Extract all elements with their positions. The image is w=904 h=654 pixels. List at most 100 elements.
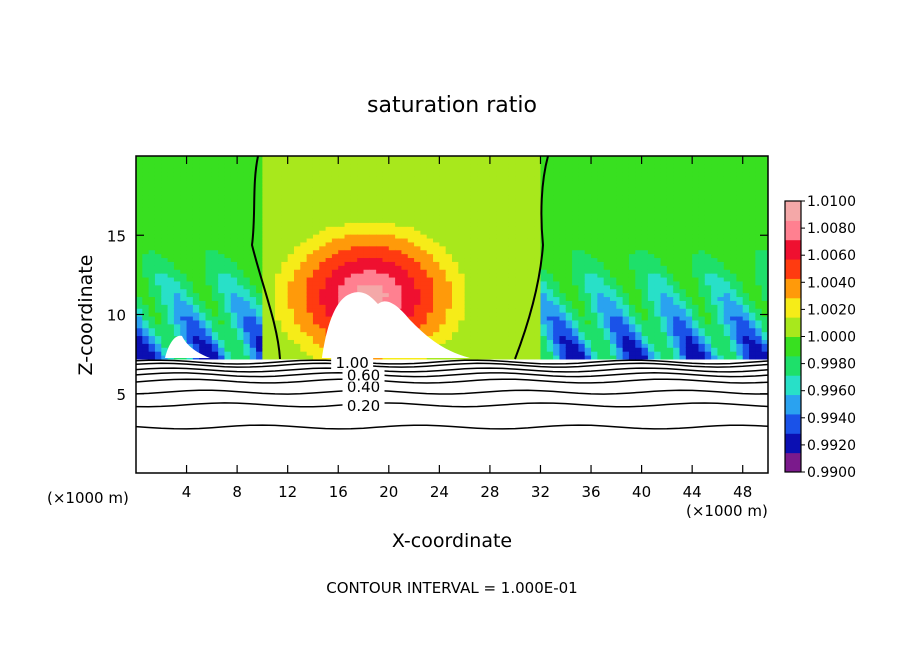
heatmap-cell	[496, 312, 504, 317]
heatmap-cell	[243, 226, 251, 231]
heatmap-cell	[470, 253, 478, 259]
heatmap-cell	[704, 198, 712, 204]
heatmap-cell	[470, 273, 478, 278]
heatmap-cell	[515, 284, 523, 290]
heatmap-cell	[224, 191, 232, 196]
heatmap-cell	[666, 167, 674, 173]
heatmap-cell	[591, 210, 598, 216]
heatmap-cell	[275, 288, 282, 294]
heatmap-cell	[647, 183, 655, 188]
heatmap-cell	[161, 226, 169, 231]
heatmap-cell	[723, 222, 731, 227]
heatmap-cell	[312, 339, 320, 344]
heatmap-cell	[445, 335, 453, 340]
heatmap-cell	[452, 288, 459, 294]
heatmap-cell	[186, 218, 194, 223]
heatmap-cell	[230, 156, 238, 161]
heatmap-cell	[287, 265, 295, 270]
heatmap-cell	[508, 315, 516, 321]
heatmap-cell	[483, 292, 491, 298]
heatmap-cell	[369, 276, 377, 282]
heatmap-cell	[572, 276, 579, 282]
heatmap-cell	[136, 308, 143, 313]
heatmap-cell	[312, 218, 320, 223]
heatmap-cell	[711, 175, 719, 181]
heatmap-cell	[161, 354, 169, 360]
heatmap-cell	[553, 292, 561, 298]
heatmap-cell	[199, 183, 207, 188]
heatmap-cell	[565, 315, 573, 321]
heatmap-cell	[559, 226, 567, 231]
heatmap-cell	[470, 351, 478, 356]
heatmap-cell	[584, 241, 592, 247]
heatmap-cell	[647, 276, 655, 282]
heatmap-cell	[464, 354, 472, 360]
heatmap-cell	[470, 210, 478, 216]
heatmap-cell	[458, 343, 466, 348]
heatmap-cell	[489, 214, 497, 220]
heatmap-cell	[578, 284, 586, 290]
heatmap-cell	[704, 269, 712, 274]
heatmap-cell	[306, 253, 314, 259]
heatmap-cell	[148, 269, 156, 274]
heatmap-cell	[603, 331, 611, 337]
heatmap-cell	[281, 339, 289, 344]
heatmap-cell	[369, 175, 377, 181]
heatmap-cell	[312, 354, 320, 360]
heatmap-cell	[496, 269, 504, 274]
heatmap-cell	[572, 230, 579, 235]
heatmap-cell	[666, 230, 674, 235]
heatmap-cell	[660, 195, 668, 200]
heatmap-cell	[489, 269, 497, 274]
heatmap-cell	[211, 202, 219, 208]
heatmap-cell	[173, 206, 181, 212]
heatmap-cell	[275, 195, 282, 200]
heatmap-cell	[211, 265, 219, 270]
heatmap-cell	[508, 195, 516, 200]
heatmap-cell	[673, 159, 681, 165]
heatmap-cell	[136, 280, 143, 286]
heatmap-cell	[180, 175, 188, 181]
heatmap-cell	[306, 269, 314, 274]
heatmap-cell	[477, 273, 485, 278]
heatmap-cell	[673, 312, 681, 317]
heatmap-cell	[616, 198, 624, 204]
heatmap-cell	[275, 202, 282, 208]
heatmap-cell	[205, 327, 213, 333]
heatmap-cell	[496, 304, 504, 309]
heatmap-cell	[483, 323, 491, 329]
heatmap-cell	[268, 339, 276, 344]
heatmap-cell	[262, 245, 270, 251]
heatmap-cell	[369, 202, 377, 208]
heatmap-cell	[489, 354, 497, 360]
heatmap-cell	[136, 222, 143, 227]
heatmap-cell	[426, 222, 434, 227]
heatmap-cell	[628, 331, 636, 337]
heatmap-cell	[294, 179, 301, 184]
heatmap-cell	[730, 335, 737, 340]
heatmap-cell	[452, 269, 459, 274]
heatmap-cell	[161, 187, 169, 192]
heatmap-cell	[167, 210, 175, 216]
heatmap-cell	[521, 300, 529, 305]
heatmap-cell	[319, 308, 327, 313]
heatmap-cell	[470, 308, 478, 313]
heatmap-cell	[660, 163, 668, 169]
heatmap-cell	[306, 261, 314, 266]
heatmap-cell	[496, 230, 504, 235]
heatmap-cell	[515, 323, 523, 329]
heatmap-cell	[477, 257, 485, 262]
heatmap-cell	[230, 292, 238, 298]
heatmap-cell	[439, 296, 447, 301]
heatmap-cell	[154, 206, 162, 212]
heatmap-cell	[439, 175, 447, 181]
heatmap-cell	[148, 230, 156, 235]
heatmap-cell	[685, 339, 693, 344]
heatmap-cell	[584, 183, 592, 188]
heatmap-cell	[464, 187, 472, 192]
heatmap-cell	[218, 319, 226, 325]
heatmap-cell	[673, 335, 681, 340]
heatmap-cell	[635, 214, 643, 220]
heatmap-cell	[186, 171, 194, 177]
heatmap-cell	[723, 230, 731, 235]
